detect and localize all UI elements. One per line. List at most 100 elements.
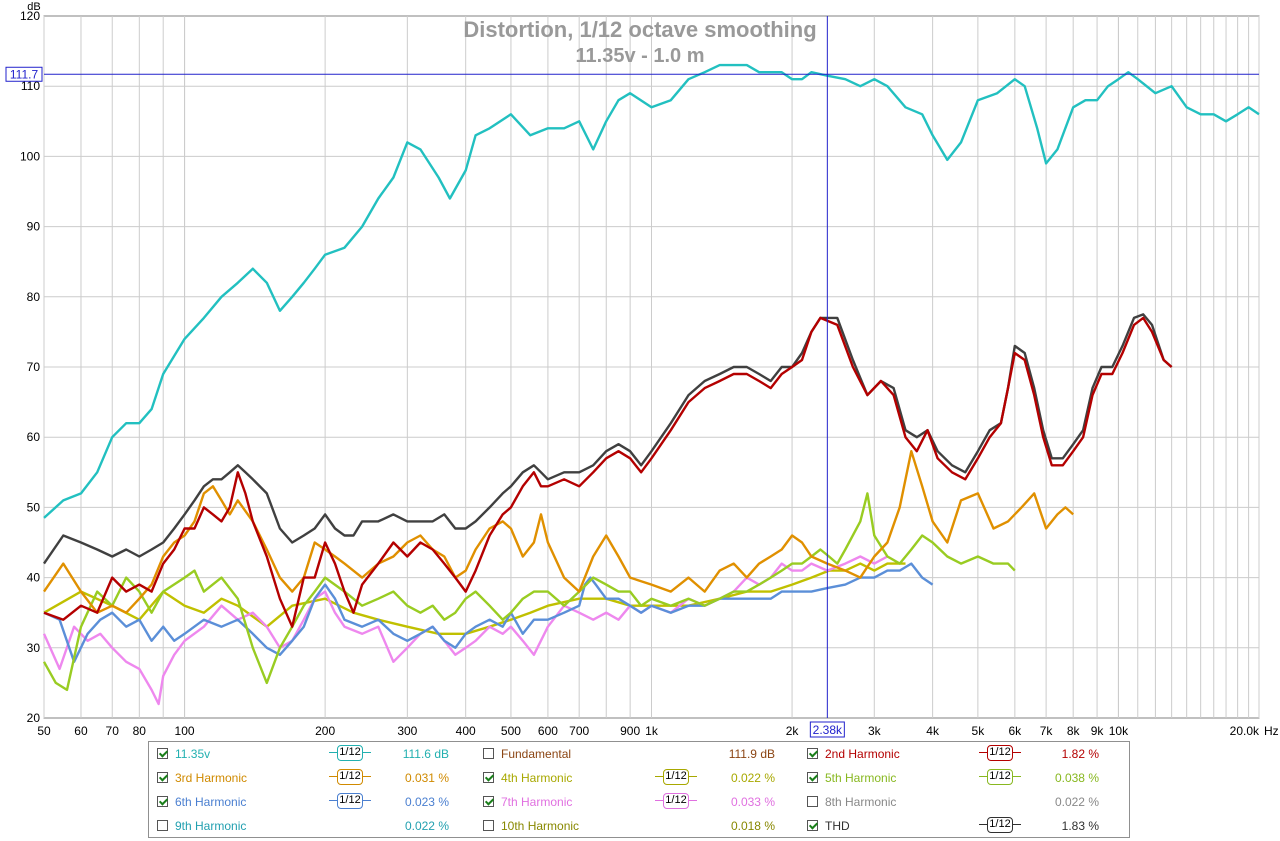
legend-entry: 7th Harmonic 1/12 0.033 % xyxy=(483,790,803,814)
y-tick-label: 70 xyxy=(27,360,41,374)
x-tick-label: 3k xyxy=(868,724,882,738)
smoothing-label: 1/12 xyxy=(339,770,361,782)
series-line-11-35v xyxy=(43,63,1260,519)
x-tick-label: 1k xyxy=(645,724,659,738)
smoothing-button[interactable]: 1/12 xyxy=(655,769,697,785)
x-tick-label: 400 xyxy=(456,724,476,738)
y-tick-label: 20 xyxy=(27,711,41,725)
x-tick-label: 20.0k xyxy=(1230,724,1260,738)
y-tick-label: 120 xyxy=(20,9,40,23)
smoothing-label: 1/12 xyxy=(989,770,1011,782)
legend-entry: 4th Harmonic 1/12 0.022 % xyxy=(483,766,803,790)
legend-value: 1.82 % xyxy=(1061,747,1099,761)
legend-value: 0.022 % xyxy=(730,771,775,785)
smoothing-button[interactable]: 1/12 xyxy=(329,793,371,809)
x-tick-label: 70 xyxy=(106,724,120,738)
legend-label: 11.35v xyxy=(175,747,211,761)
x-tick-label: 8k xyxy=(1067,724,1081,738)
legend-entry: THD 1/12 1.83 % xyxy=(807,814,1127,838)
legend-checkbox[interactable] xyxy=(807,772,818,783)
series-line-2nd-harmonic xyxy=(43,316,1173,628)
cursor-y-box xyxy=(5,66,43,82)
legend-checkbox[interactable] xyxy=(157,772,168,783)
legend-label: 10th Harmonic xyxy=(501,819,580,833)
series-line-3rd-harmonic xyxy=(43,450,1075,614)
x-axis-label: Hz xyxy=(1264,724,1279,738)
x-tick-label: 200 xyxy=(315,724,335,738)
x-tick-label: 80 xyxy=(133,724,147,738)
chart-grid xyxy=(43,15,1260,719)
legend-row: 11.35v 1/12 111.6 dB Fundamental 111.9 dB 2nd… xyxy=(149,742,1129,766)
legend-value: 111.6 dB xyxy=(402,747,449,761)
cursor-x-label: 2.38k xyxy=(813,723,843,737)
smoothing-button[interactable]: 1/12 xyxy=(655,793,697,809)
legend-checkbox[interactable] xyxy=(807,820,818,831)
legend-checkbox[interactable] xyxy=(483,820,494,831)
legend-entry: 6th Harmonic 1/12 0.023 % xyxy=(157,790,477,814)
legend-value: 111.9 dB xyxy=(728,747,775,761)
y-tick-label: 80 xyxy=(27,290,41,304)
y-tick-label: 90 xyxy=(27,220,41,234)
y-tick-label: 50 xyxy=(27,500,41,514)
x-tick-label: 2k xyxy=(786,724,800,738)
legend-value: 0.018 % xyxy=(730,819,775,833)
legend-row: 9th Harmonic 0.022 % 10th Harmonic 0.018 % T… xyxy=(149,814,1129,838)
x-tick-label: 6k xyxy=(1009,724,1023,738)
x-tick-label: 50 xyxy=(37,724,51,738)
chart-title: Distortion, 1/12 octave smoothing xyxy=(463,17,816,42)
legend-entry: 11.35v 1/12 111.6 dB xyxy=(157,742,477,766)
legend-checkbox[interactable] xyxy=(807,796,818,807)
chart-subtitle: 11.35v - 1.0 m xyxy=(576,45,705,67)
legend-value: 0.022 % xyxy=(1054,795,1099,809)
y-tick-label: 30 xyxy=(27,641,41,655)
x-tick-label: 700 xyxy=(569,724,589,738)
series-line-4th-harmonic xyxy=(43,562,906,635)
y-tick-label: 100 xyxy=(20,149,40,163)
chart-series xyxy=(42,63,1260,706)
legend-checkbox[interactable] xyxy=(157,820,168,831)
legend-value: 0.023 % xyxy=(404,795,449,809)
legend-checkbox[interactable] xyxy=(483,772,494,783)
cursor-x-box xyxy=(809,721,845,738)
legend-entry: 9th Harmonic 0.022 % xyxy=(157,814,477,838)
legend-checkbox[interactable] xyxy=(157,796,168,807)
legend-label: THD xyxy=(825,819,850,833)
legend-value: 0.031 % xyxy=(404,771,449,785)
legend-label: 8th Harmonic xyxy=(825,795,897,809)
series-line-7th-harmonic xyxy=(42,555,888,706)
smoothing-label: 1/12 xyxy=(665,770,687,782)
smoothing-button[interactable]: 1/12 xyxy=(979,745,1021,761)
smoothing-button[interactable]: 1/12 xyxy=(979,817,1021,833)
series-line-5th-harmonic xyxy=(42,492,1016,692)
x-tick-label: 900 xyxy=(620,724,640,738)
smoothing-label: 1/12 xyxy=(339,794,361,806)
smoothing-label: 1/12 xyxy=(989,746,1011,758)
smoothing-button[interactable]: 1/12 xyxy=(979,769,1021,785)
legend-checkbox[interactable] xyxy=(157,748,168,759)
legend-label: 2nd Harmonic xyxy=(825,747,900,761)
legend-label: 5th Harmonic xyxy=(825,771,897,785)
legend-label: 9th Harmonic xyxy=(175,819,247,833)
y-tick-label: 40 xyxy=(27,571,41,585)
legend-entry: 8th Harmonic 0.022 % xyxy=(807,790,1127,814)
legend-entry: Fundamental 111.9 dB xyxy=(483,742,803,766)
legend-checkbox[interactable] xyxy=(483,748,494,759)
legend-entry: 2nd Harmonic 1/12 1.82 % xyxy=(807,742,1127,766)
x-tick-label: 10k xyxy=(1109,724,1129,738)
legend-checkbox[interactable] xyxy=(483,796,494,807)
x-tick-label: 500 xyxy=(501,724,521,738)
chart-cursor[interactable]: 111.7 2.38k xyxy=(5,16,1259,738)
x-tick-label: 5k xyxy=(972,724,986,738)
legend-value: 0.038 % xyxy=(1054,771,1099,785)
x-tick-label: 7k xyxy=(1040,724,1054,738)
smoothing-label: 1/12 xyxy=(989,818,1011,830)
smoothing-button[interactable]: 1/12 xyxy=(329,769,371,785)
smoothing-label: 1/12 xyxy=(665,794,687,806)
legend-checkbox[interactable] xyxy=(807,748,818,759)
legend-label: 4th Harmonic xyxy=(501,771,573,785)
x-tick-label: 60 xyxy=(74,724,88,738)
legend-entry: 3rd Harmonic 1/12 0.031 % xyxy=(157,766,477,790)
smoothing-button[interactable]: 1/12 xyxy=(329,745,371,761)
distortion-chart: 20 30 40 50 60 70 80 90 100 110 120 50 60 70 80 100 200 3… xyxy=(5,1,1279,738)
legend-value: 0.022 % xyxy=(404,819,449,833)
